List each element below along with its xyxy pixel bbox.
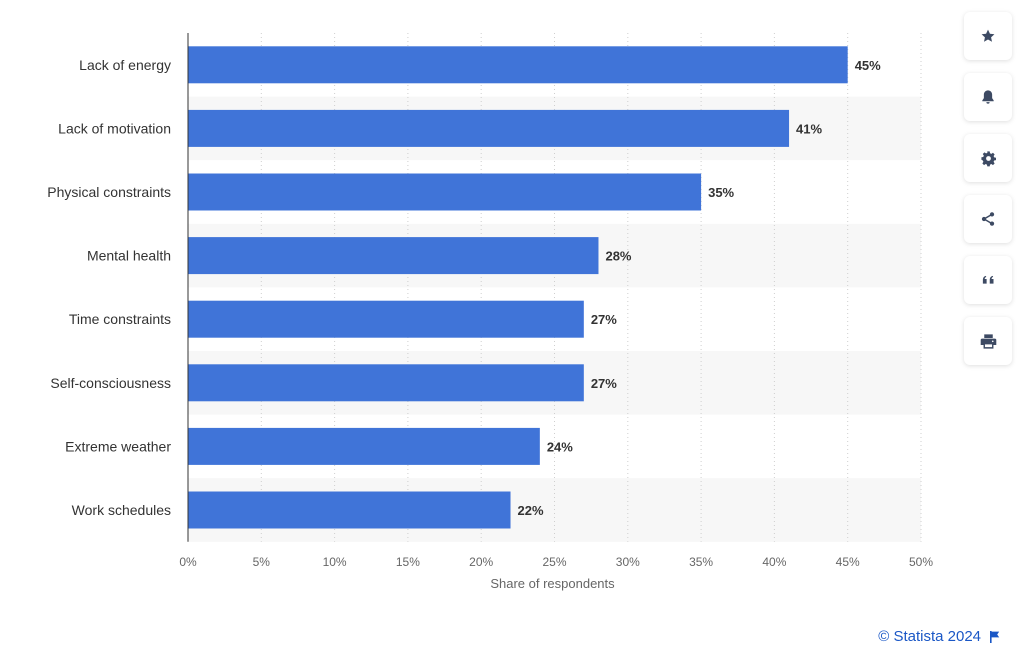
x-tick-label: 0%	[179, 555, 197, 569]
category-labels: Lack of energy Lack of motivation Physical…	[47, 57, 171, 518]
category-label: Mental health	[87, 248, 171, 264]
notification-button[interactable]	[964, 73, 1012, 121]
bar[interactable]	[188, 300, 584, 338]
bar[interactable]	[188, 491, 511, 529]
bars	[188, 46, 848, 529]
bar[interactable]	[188, 173, 702, 211]
print-icon	[980, 333, 996, 349]
x-tick-label: 45%	[836, 555, 860, 569]
statista-credit[interactable]: © Statista 2024	[878, 628, 1000, 645]
category-label: Time constraints	[69, 311, 171, 327]
bar[interactable]	[188, 46, 848, 84]
favorite-button[interactable]	[964, 12, 1012, 60]
x-tick-label: 50%	[909, 555, 933, 569]
value-labels: 45% 41% 35% 28% 27% 27% 24% 22%	[518, 58, 882, 518]
data-label: 22%	[518, 503, 544, 518]
category-label: Extreme weather	[65, 438, 171, 454]
star-icon	[981, 29, 995, 42]
credit-text: © Statista 2024	[878, 628, 981, 645]
data-label: 45%	[855, 58, 881, 73]
bell-icon	[982, 90, 994, 104]
category-label: Lack of motivation	[58, 120, 171, 136]
x-tick-label: 30%	[616, 555, 640, 569]
x-tick-label: 35%	[689, 555, 713, 569]
print-button[interactable]	[964, 317, 1012, 365]
x-tick-labels: 0% 5% 10% 15% 20% 25% 30% 35% 40% 45% 50%	[179, 555, 933, 569]
bar[interactable]	[188, 237, 599, 275]
x-tick-label: 20%	[469, 555, 493, 569]
data-label: 27%	[591, 312, 617, 327]
share-button[interactable]	[964, 195, 1012, 243]
x-tick-label: 10%	[323, 555, 347, 569]
data-label: 27%	[591, 376, 617, 391]
x-tick-label: 5%	[253, 555, 271, 569]
x-tick-label: 40%	[762, 555, 786, 569]
share-icon	[981, 212, 995, 226]
quote-icon	[982, 275, 993, 284]
side-toolbar	[964, 12, 1014, 378]
x-tick-label: 15%	[396, 555, 420, 569]
x-tick-label: 25%	[542, 555, 566, 569]
data-label: 28%	[605, 249, 631, 264]
data-label: 35%	[708, 185, 734, 200]
bar[interactable]	[188, 109, 790, 147]
category-label: Physical constraints	[47, 184, 171, 200]
cite-button[interactable]	[964, 256, 1012, 304]
category-label: Self-consciousness	[50, 375, 171, 391]
settings-button[interactable]	[964, 134, 1012, 182]
x-axis-title: Share of respondents	[490, 576, 615, 591]
gear-icon	[980, 150, 996, 166]
category-label: Lack of energy	[79, 57, 171, 73]
data-label: 24%	[547, 439, 573, 454]
category-label: Work schedules	[72, 502, 171, 518]
data-label: 41%	[796, 121, 822, 136]
bar[interactable]	[188, 364, 584, 402]
bar[interactable]	[188, 427, 540, 465]
flag-icon[interactable]	[989, 630, 1000, 643]
bar-chart: Lack of energy Lack of motivation Physical…	[47, 33, 933, 591]
